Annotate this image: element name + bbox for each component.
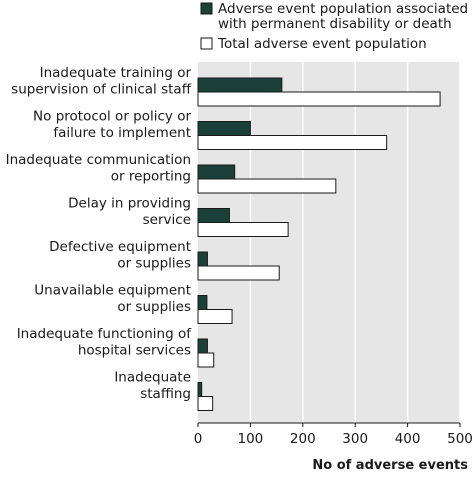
category-label-line: failure to implement — [53, 125, 191, 141]
category-label-line: supervision of clinical staff — [11, 82, 192, 98]
x-tick-label-2: 200 — [290, 431, 316, 447]
category-label-0: Inadequate training or supervision of cli… — [11, 65, 192, 98]
bar-4-severe — [197, 251, 208, 267]
category-label-line: Delay in providing — [68, 196, 191, 212]
bar-6-total — [197, 352, 215, 368]
category-label-line: hospital services — [78, 343, 191, 359]
x-axis-title: No of adverse events — [312, 458, 468, 473]
bar-6-severe — [197, 338, 208, 354]
category-label-2: Inadequate communication or reporting — [6, 152, 191, 185]
category-label-line: Inadequate training or — [40, 65, 192, 81]
category-label-line: or reporting — [111, 169, 191, 185]
category-label-line: No protocol or policy or — [33, 109, 191, 125]
legend-label-line: Total adverse event population — [217, 36, 427, 52]
legend-label-1: Total adverse event population — [217, 36, 427, 52]
plot-background — [198, 62, 460, 423]
x-tick-label-4: 400 — [395, 431, 421, 447]
legend-swatch-1 — [200, 37, 213, 50]
category-label-1: No protocol or policy or failure to imple… — [33, 109, 191, 142]
x-tick-label-0: 0 — [194, 431, 203, 447]
bar-7-severe — [197, 382, 203, 397]
category-label-5: Unavailable equipment or supplies — [34, 283, 191, 316]
legend-label-0: Adverse event population associated with … — [218, 1, 468, 32]
bar-2-severe — [197, 164, 236, 180]
category-label-6: Inadequate functioning of hospital servic… — [17, 326, 193, 359]
category-label-line: staffing — [140, 386, 191, 402]
category-label-line: Defective equipment — [49, 239, 191, 255]
bar-1-severe — [197, 121, 251, 136]
bar-0-total — [197, 91, 441, 107]
category-label-line: service — [143, 212, 191, 228]
bar-5-severe — [197, 295, 208, 310]
category-label-4: Defective equipment or supplies — [49, 239, 191, 272]
category-label-line: Inadequate functioning of — [17, 326, 193, 342]
bar-1-total — [197, 135, 388, 150]
legend-label-line: with permanent disability or death — [218, 16, 452, 32]
category-label-line: Unavailable equipment — [34, 283, 191, 299]
bar-5-total — [197, 309, 233, 324]
category-label-line: or supplies — [117, 299, 191, 315]
bar-2-total — [197, 178, 337, 194]
category-label-7: Inadequate staffing — [114, 370, 191, 403]
bar-3-total — [197, 222, 289, 237]
legend-label-line: Adverse event population associated — [218, 1, 468, 17]
category-label-3: Delay in providing service — [68, 196, 191, 229]
bar-0-severe — [197, 77, 283, 93]
legend-swatch-0 — [200, 2, 213, 15]
category-label-line: Inadequate — [114, 370, 191, 386]
bar-3-severe — [197, 208, 230, 223]
bar-4-total — [197, 265, 280, 281]
bar-7-total — [197, 396, 214, 411]
x-tick-label-1: 100 — [238, 431, 264, 447]
x-tick-label-3: 300 — [342, 431, 368, 447]
category-label-line: Inadequate communication — [6, 152, 191, 168]
category-label-line: or supplies — [117, 256, 191, 272]
x-tick-label-5: 500 — [447, 431, 473, 447]
